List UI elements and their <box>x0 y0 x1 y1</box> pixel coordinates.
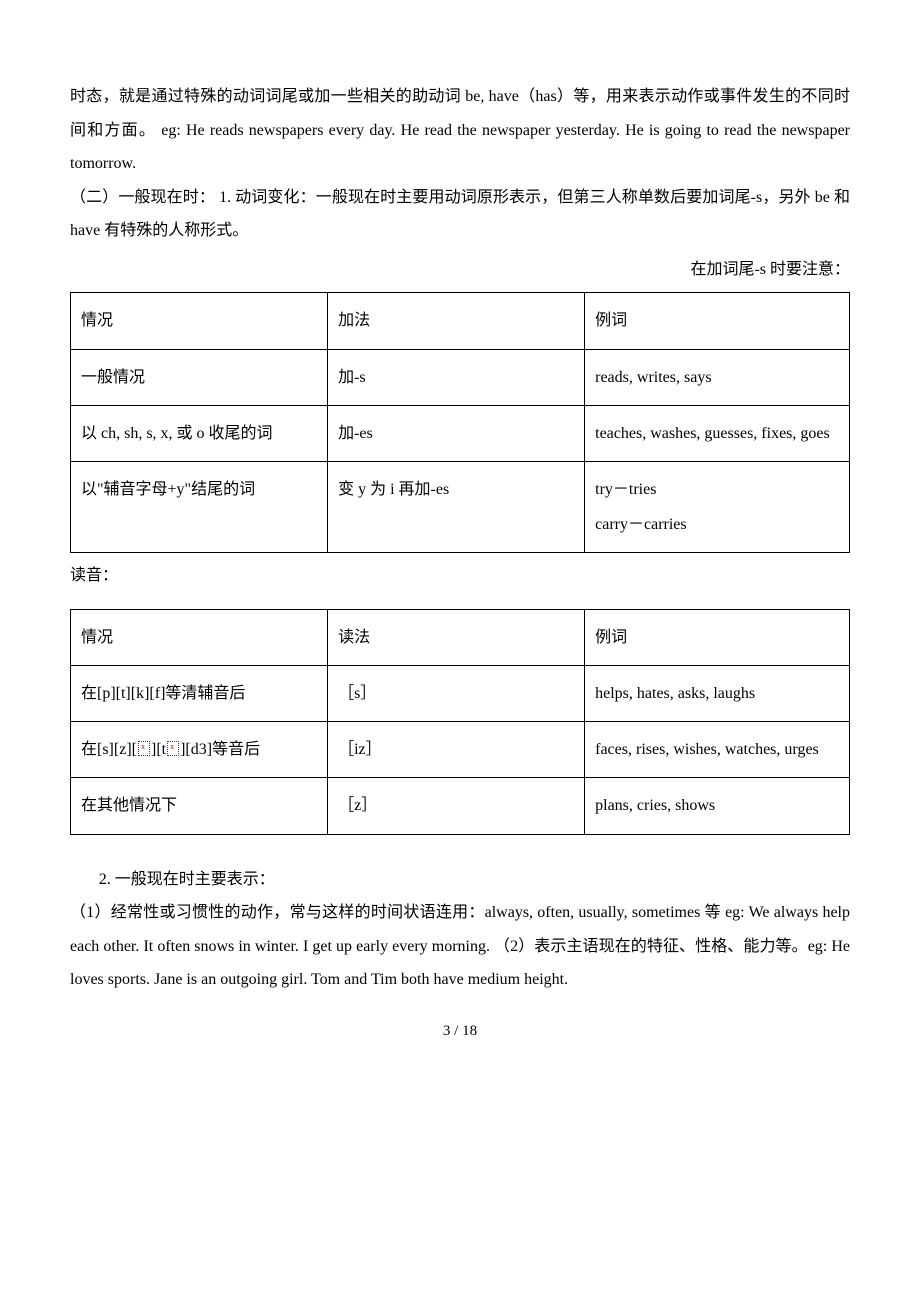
text-suffix: ][d3]等音后 <box>180 741 260 758</box>
table-row: 以 ch, sh, s, x, 或 o 收尾的词 加-es teaches, w… <box>71 405 850 461</box>
paragraph-tense-intro: 时态，就是通过特殊的动词词尾或加一些相关的助动词 be, have（has）等，… <box>70 80 850 181</box>
text-prefix: 在[s][z][ <box>81 741 137 758</box>
cell-example: teaches, washes, guesses, fixes, goes <box>585 405 850 461</box>
cell-method-header: 加法 <box>328 293 585 349</box>
page-number: 3 / 18 <box>70 1023 850 1040</box>
cell-reading: ［iz］ <box>328 722 585 778</box>
cell-method: 加-es <box>328 405 585 461</box>
cell-situation: 在其他情况下 <box>71 778 328 834</box>
table-pronunciation-rules: 情况 读法 例词 在[p][t][k][f]等清辅音后 ［s］ helps, h… <box>70 609 850 835</box>
cell-example: faces, rises, wishes, watches, urges <box>585 722 850 778</box>
cell-situation-header: 情况 <box>71 609 328 665</box>
cell-example: reads, writes, says <box>585 349 850 405</box>
cell-method: 变 y 为 i 再加-es <box>328 461 585 552</box>
paragraph-usage-details: （1）经常性或习惯性的动作，常与这样的时间状语连用：always, often,… <box>70 896 850 997</box>
missing-glyph-icon <box>138 741 150 756</box>
cell-example: plans, cries, shows <box>585 778 850 834</box>
cell-situation-header: 情况 <box>71 293 328 349</box>
table-s-ending-rules: 情况 加法 例词 一般情况 加-s reads, writes, says 以 … <box>70 292 850 553</box>
cell-situation: 一般情况 <box>71 349 328 405</box>
cell-reading-header: 读法 <box>328 609 585 665</box>
cell-reading: ［s］ <box>328 666 585 722</box>
cell-example: try－tries carry－carries <box>585 461 850 552</box>
note-s-ending: 在加词尾-s 时要注意： <box>70 253 850 287</box>
table-row: 情况 读法 例词 <box>71 609 850 665</box>
cell-example: helps, hates, asks, laughs <box>585 666 850 722</box>
cell-method: 加-s <box>328 349 585 405</box>
cell-reading: ［z］ <box>328 778 585 834</box>
paragraph-present-simple-heading: （二）一般现在时： 1. 动词变化：一般现在时主要用动词原形表示，但第三人称单数… <box>70 181 850 248</box>
cell-situation: 在[p][t][k][f]等清辅音后 <box>71 666 328 722</box>
cell-example-header: 例词 <box>585 293 850 349</box>
table-row: 在其他情况下 ［z］ plans, cries, shows <box>71 778 850 834</box>
pronunciation-label: 读音： <box>70 559 850 593</box>
paragraph-section-2: 2. 一般现在时主要表示： <box>70 863 850 897</box>
cell-situation-special: 在[s][z][ ][t ][d3]等音后 <box>71 722 328 778</box>
cell-example-header: 例词 <box>585 609 850 665</box>
text-mid: ][t <box>151 741 166 758</box>
missing-glyph-icon <box>167 741 179 756</box>
table-row: 以"辅音字母+y"结尾的词 变 y 为 i 再加-es try－tries ca… <box>71 461 850 552</box>
cell-situation: 以 ch, sh, s, x, 或 o 收尾的词 <box>71 405 328 461</box>
cell-situation: 以"辅音字母+y"结尾的词 <box>71 461 328 552</box>
table-row: 一般情况 加-s reads, writes, says <box>71 349 850 405</box>
table-row: 在[p][t][k][f]等清辅音后 ［s］ helps, hates, ask… <box>71 666 850 722</box>
table-row: 在[s][z][ ][t ][d3]等音后 ［iz］ faces, rises, w… <box>71 722 850 778</box>
table-row: 情况 加法 例词 <box>71 293 850 349</box>
